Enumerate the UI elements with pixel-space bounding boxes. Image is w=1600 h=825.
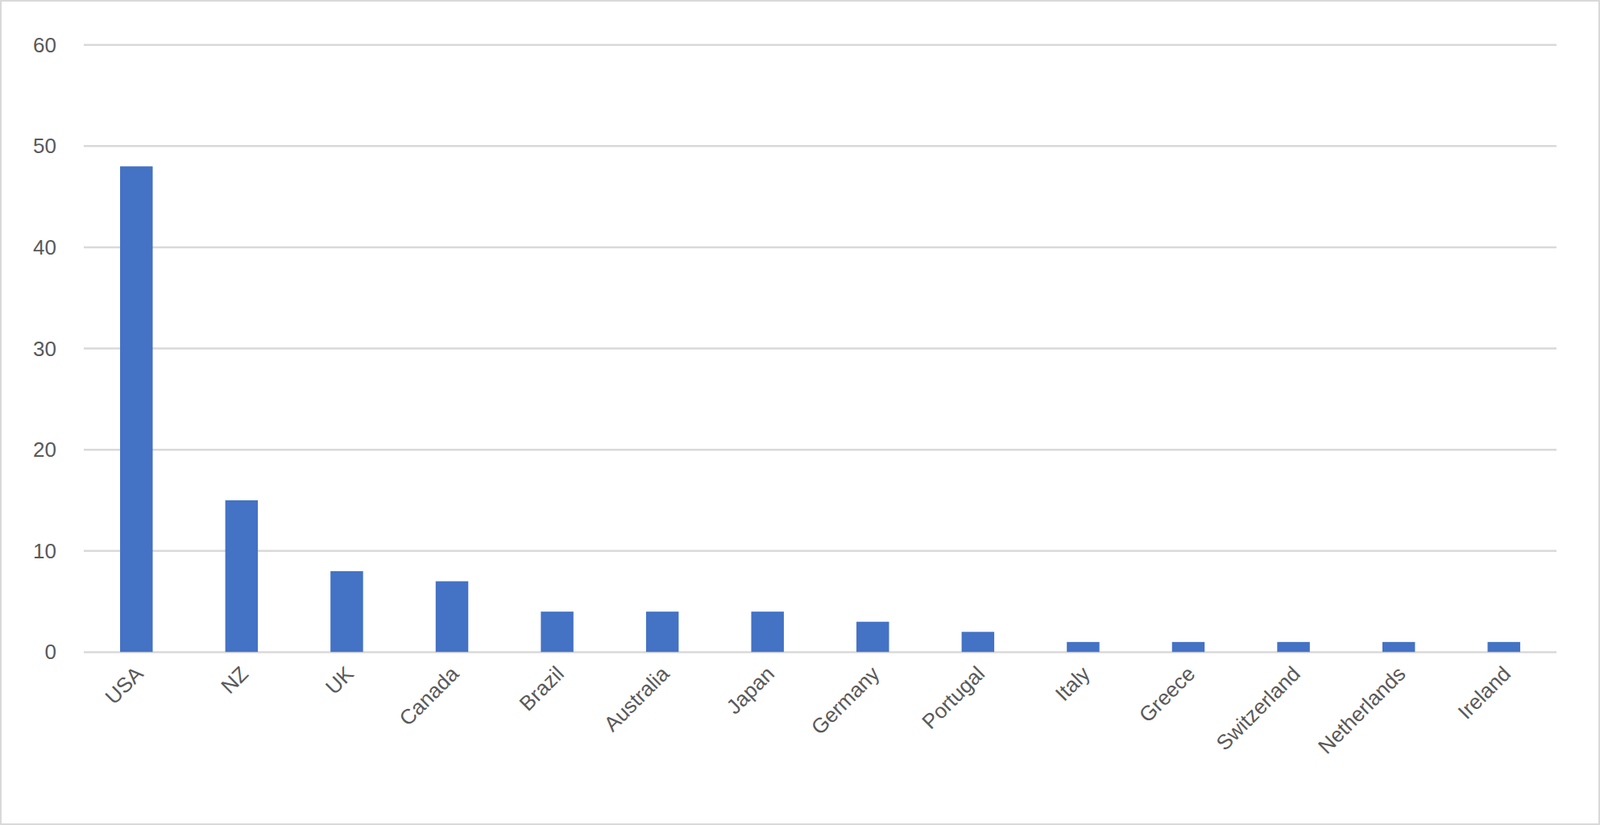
x-tick-label: Japan: [721, 661, 780, 719]
x-tick-label: Germany: [806, 661, 885, 740]
x-tick-label: NZ: [215, 661, 253, 699]
bar: [330, 571, 363, 652]
x-tick-label: Ireland: [1453, 661, 1516, 724]
grid-line: [83, 448, 1557, 452]
bar: [646, 611, 679, 652]
bar: [750, 611, 784, 652]
bar: [120, 165, 153, 652]
x-tick-label: Canada: [394, 661, 465, 731]
x-tick-label: UK: [320, 661, 359, 700]
bar: [1172, 642, 1205, 653]
x-tick-label: Switzerland: [1211, 661, 1306, 755]
y-tick-label: 40: [33, 235, 57, 260]
grid-line: [83, 650, 1557, 654]
chart-root: 0 10 20 30 40 50 60 USA NZ UK Canada Brazil Australi…: [0, 0, 1600, 825]
grid-line: [83, 43, 1557, 46]
bar: [1487, 642, 1520, 653]
grid-line: [83, 246, 1557, 249]
x-tick-label: Italy: [1050, 661, 1095, 706]
y-tick-label: 50: [33, 133, 57, 158]
bar: [856, 621, 889, 653]
bar: [1382, 642, 1415, 653]
y-tick-label: 10: [33, 538, 57, 564]
grid-line: [83, 347, 1557, 350]
x-tick-label: USA: [100, 661, 149, 709]
y-tick-label: 0: [45, 639, 57, 664]
y-tick-label: 30: [33, 336, 57, 361]
bar: [961, 631, 995, 652]
x-tick-label: Australia: [599, 661, 675, 737]
chart: 0 10 20 30 40 50 60 USA NZ UK Canada Brazil Australi…: [0, 0, 1600, 825]
y-tick-label: 60: [33, 33, 57, 58]
bar: [435, 580, 469, 652]
bar: [1276, 642, 1310, 653]
bar: [225, 500, 258, 652]
x-tick-label: Netherlands: [1313, 661, 1410, 759]
grid-line: [83, 550, 1557, 553]
bar: [1066, 642, 1099, 653]
y-tick-label: 20: [33, 437, 57, 462]
x-tick-label: Greece: [1134, 661, 1201, 728]
x-tick-label: Portugal: [916, 661, 990, 734]
bars: [120, 165, 1521, 652]
x-tick-label: Brazil: [514, 661, 569, 716]
chart-frame: [0, 0, 1600, 825]
grid-line: [83, 145, 1557, 148]
bar: [540, 611, 573, 652]
